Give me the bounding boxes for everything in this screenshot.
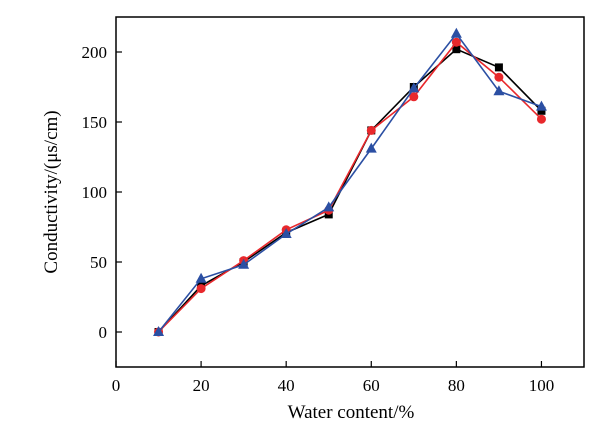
x-tick-label: 20 [193,376,210,395]
data-point-triangle [493,85,505,96]
data-point-triangle [280,228,292,238]
data-point-square [452,45,461,54]
data-point-triangle [408,82,420,93]
series-triangle [153,27,547,336]
x-axis: 0 20 40 60 80 100 [112,361,554,395]
y-axis: 0 50 100 150 200 [82,43,122,342]
y-axis-title: Conductivity/(μs/cm) [41,110,62,273]
data-point-square [537,106,546,115]
data-point-square [494,63,503,72]
series-square [154,45,546,336]
series-line [157,32,542,333]
x-tick-label: 0 [112,376,121,395]
data-point-circle [536,114,546,124]
series-line [157,48,543,333]
y-tick-label: 150 [82,113,108,132]
x-tick-label: 40 [278,376,295,395]
x-tick-label: 60 [363,376,380,395]
data-point-triangle [153,326,165,336]
data-point-circle [196,284,206,294]
data-point-triangle [238,258,250,269]
data-point-circle [366,125,376,135]
plot-frame [115,16,585,368]
data-point-triangle [195,272,207,283]
series-line [157,41,543,333]
x-tick-label: 100 [529,376,555,395]
y-tick-label: 100 [82,183,108,202]
data-point-circle [451,37,461,47]
y-tick-label: 200 [82,43,108,62]
data-point-triangle [365,142,377,153]
data-point-triangle [450,27,462,38]
plot-area [115,16,585,368]
series-circle [154,37,546,337]
data-point-triangle [535,100,547,111]
x-axis-title: Water content/% [288,402,415,423]
data-point-triangle [323,201,335,212]
data-point-circle [409,92,419,102]
x-tick-label: 80 [448,376,465,395]
data-point-circle [494,72,504,82]
y-tick-label: 50 [90,253,107,272]
y-tick-label: 0 [99,323,108,342]
series-layer [153,27,547,337]
